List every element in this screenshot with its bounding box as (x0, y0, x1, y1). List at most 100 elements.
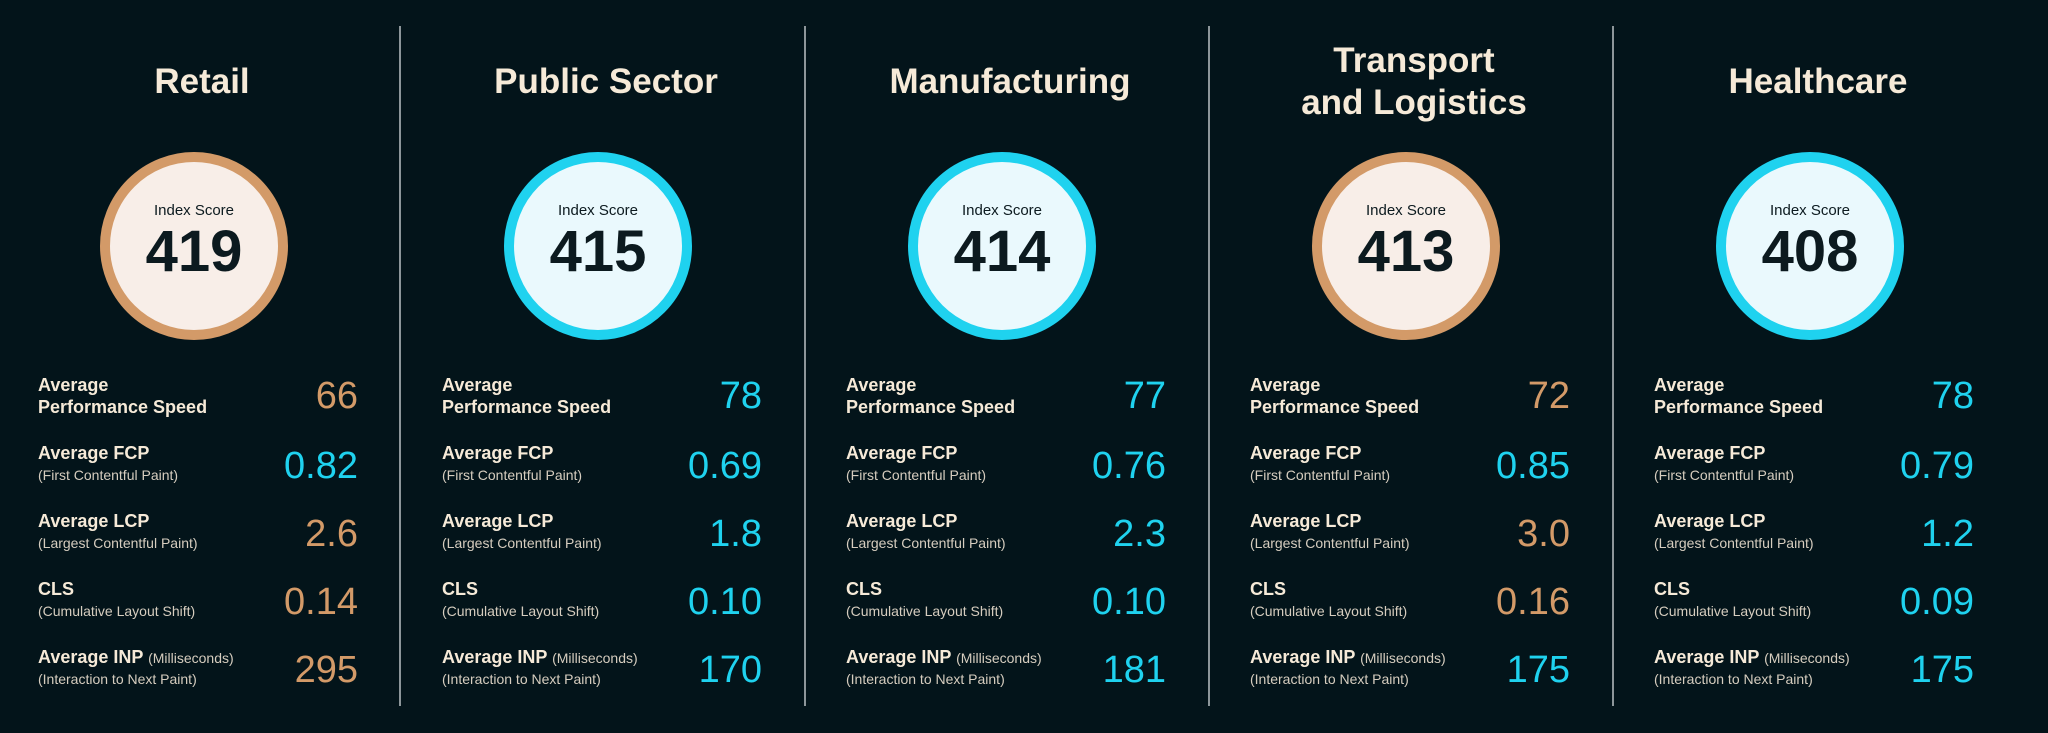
metric-sublabel: (Interaction to Next Paint) (846, 671, 1005, 687)
metric-value: 72 (1527, 375, 1570, 417)
metric-label: Average Performance Speed (1250, 375, 1420, 417)
panel-public-sector: Public Sector Index Score 415 Average Pe… (404, 0, 808, 733)
metric-inp: Average INP (Milliseconds) (Interaction … (846, 646, 1166, 696)
metric-performance-speed: Average Performance Speed 78 (442, 374, 762, 424)
index-score-value: 414 (953, 219, 1051, 284)
metric-fcp: Average FCP (First Contentful Paint) 0.7… (846, 442, 1166, 492)
metric-label: Average INP (Milliseconds) (846, 646, 1042, 669)
metric-sublabel: (First Contentful Paint) (442, 467, 583, 483)
metric-label: Average FCP (442, 443, 554, 463)
index-score-label: Index Score (961, 202, 1043, 219)
metric-label: CLS (38, 579, 74, 599)
metric-lcp: Average LCP (Largest Contentful Paint) 2… (38, 510, 358, 560)
index-score-label: Index Score (1769, 202, 1851, 219)
metric-label: Average LCP (1250, 511, 1362, 531)
metric-value: 2.3 (1113, 513, 1166, 555)
metric-label-suffix: (Milliseconds) (148, 650, 234, 666)
index-score-label: Index Score (1365, 202, 1447, 219)
index-score-value: 415 (549, 219, 647, 284)
metric-label: Average FCP (1250, 443, 1362, 463)
metric-inp: Average INP (Milliseconds) (Interaction … (1250, 646, 1570, 696)
metric-sublabel: (Largest Contentful Paint) (846, 535, 1006, 551)
metric-sublabel: (Interaction to Next Paint) (442, 671, 601, 687)
metric-label-text: Average INP (846, 647, 952, 667)
panel-title: Retail (154, 62, 250, 101)
metric-sublabel: (First Contentful Paint) (38, 467, 179, 483)
panel-title: Healthcare (1728, 62, 1908, 101)
metric-sublabel: (Largest Contentful Paint) (442, 535, 602, 551)
metric-value: 78 (719, 375, 762, 417)
metric-label: Average FCP (846, 443, 958, 463)
metric-sublabel: (Cumulative Layout Shift) (38, 603, 196, 619)
metric-sublabel: (Largest Contentful Paint) (38, 535, 198, 551)
metric-label: CLS (846, 579, 882, 599)
metric-label: Average LCP (846, 511, 958, 531)
metric-sublabel: (First Contentful Paint) (846, 467, 987, 483)
metric-fcp: Average FCP (First Contentful Paint) 0.6… (442, 442, 762, 492)
metric-performance-speed: Average Performance Speed 72 (1250, 374, 1570, 424)
index-score-circle: Index Score 408 (1716, 152, 1904, 340)
panel-divider (1208, 26, 1210, 706)
metric-cls: CLS (Cumulative Layout Shift) 0.09 (1654, 578, 1974, 628)
metric-lcp: Average LCP (Largest Contentful Paint) 3… (1250, 510, 1570, 560)
metric-label-suffix: (Milliseconds) (956, 650, 1042, 666)
panel-divider (804, 26, 806, 706)
metric-sublabel: (Cumulative Layout Shift) (846, 603, 1004, 619)
index-score-value: 419 (145, 219, 243, 284)
index-score-value: 413 (1357, 219, 1455, 284)
metric-value: 170 (698, 649, 762, 691)
metric-sublabel: (Cumulative Layout Shift) (442, 603, 600, 619)
metric-label: Average LCP (442, 511, 554, 531)
metric-sublabel: (Largest Contentful Paint) (1654, 535, 1814, 551)
metric-value: 0.79 (1900, 445, 1974, 487)
metric-fcp: Average FCP (First Contentful Paint) 0.8… (38, 442, 358, 492)
metric-label: Average LCP (38, 511, 150, 531)
metric-sublabel: (Cumulative Layout Shift) (1654, 603, 1812, 619)
panel-divider (399, 26, 401, 706)
index-score-circle: Index Score 414 (908, 152, 1096, 340)
metric-value: 2.6 (305, 513, 358, 555)
metric-sublabel: (Cumulative Layout Shift) (1250, 603, 1408, 619)
metric-label: Average Performance Speed (846, 375, 1016, 417)
metric-label: Average Performance Speed (1654, 375, 1824, 417)
metric-value: 0.10 (688, 581, 762, 623)
metric-label: CLS (1250, 579, 1286, 599)
panel-transport-logistics: Transport and Logistics Index Score 413 … (1212, 0, 1616, 733)
metric-fcp: Average FCP (First Contentful Paint) 0.7… (1654, 442, 1974, 492)
panel-title: Public Sector (494, 62, 718, 101)
metric-label: CLS (442, 579, 478, 599)
metric-label-text: Average INP (442, 647, 548, 667)
panel-title: Manufacturing (889, 62, 1131, 101)
metric-sublabel: (First Contentful Paint) (1250, 467, 1391, 483)
metric-sublabel: (Interaction to Next Paint) (1654, 671, 1813, 687)
metric-label-suffix: (Milliseconds) (552, 650, 638, 666)
metric-sublabel: (Interaction to Next Paint) (1250, 671, 1409, 687)
metric-value: 66 (315, 375, 358, 417)
index-score-label: Index Score (557, 202, 639, 219)
metric-value: 0.85 (1496, 445, 1570, 487)
index-score-value: 408 (1761, 219, 1859, 284)
metric-value: 78 (1931, 375, 1974, 417)
index-score-label: Index Score (153, 202, 235, 219)
metric-lcp: Average LCP (Largest Contentful Paint) 1… (1654, 510, 1974, 560)
metric-value: 0.16 (1496, 581, 1570, 623)
metric-value: 0.09 (1900, 581, 1974, 623)
metric-inp: Average INP (Milliseconds) (Interaction … (442, 646, 762, 696)
metric-label: CLS (1654, 579, 1690, 599)
panel-retail: Retail Index Score 419 Average Performan… (0, 0, 404, 733)
index-score-circle: Index Score 413 (1312, 152, 1500, 340)
panel-healthcare: Healthcare Index Score 408 Average Perfo… (1616, 0, 2020, 733)
metric-performance-speed: Average Performance Speed 77 (846, 374, 1166, 424)
metric-inp: Average INP (Milliseconds) (Interaction … (38, 646, 358, 696)
metric-inp: Average INP (Milliseconds) (Interaction … (1654, 646, 1974, 696)
metric-cls: CLS (Cumulative Layout Shift) 0.16 (1250, 578, 1570, 628)
metric-label-text: Average INP (38, 647, 144, 667)
metric-value: 175 (1506, 649, 1570, 691)
metric-value: 295 (294, 649, 358, 691)
metric-label: Average FCP (38, 443, 150, 463)
metric-sublabel: (Largest Contentful Paint) (1250, 535, 1410, 551)
metric-label: Average INP (Milliseconds) (442, 646, 638, 669)
metric-label: Average INP (Milliseconds) (38, 646, 234, 669)
metric-value: 1.2 (1921, 513, 1974, 555)
